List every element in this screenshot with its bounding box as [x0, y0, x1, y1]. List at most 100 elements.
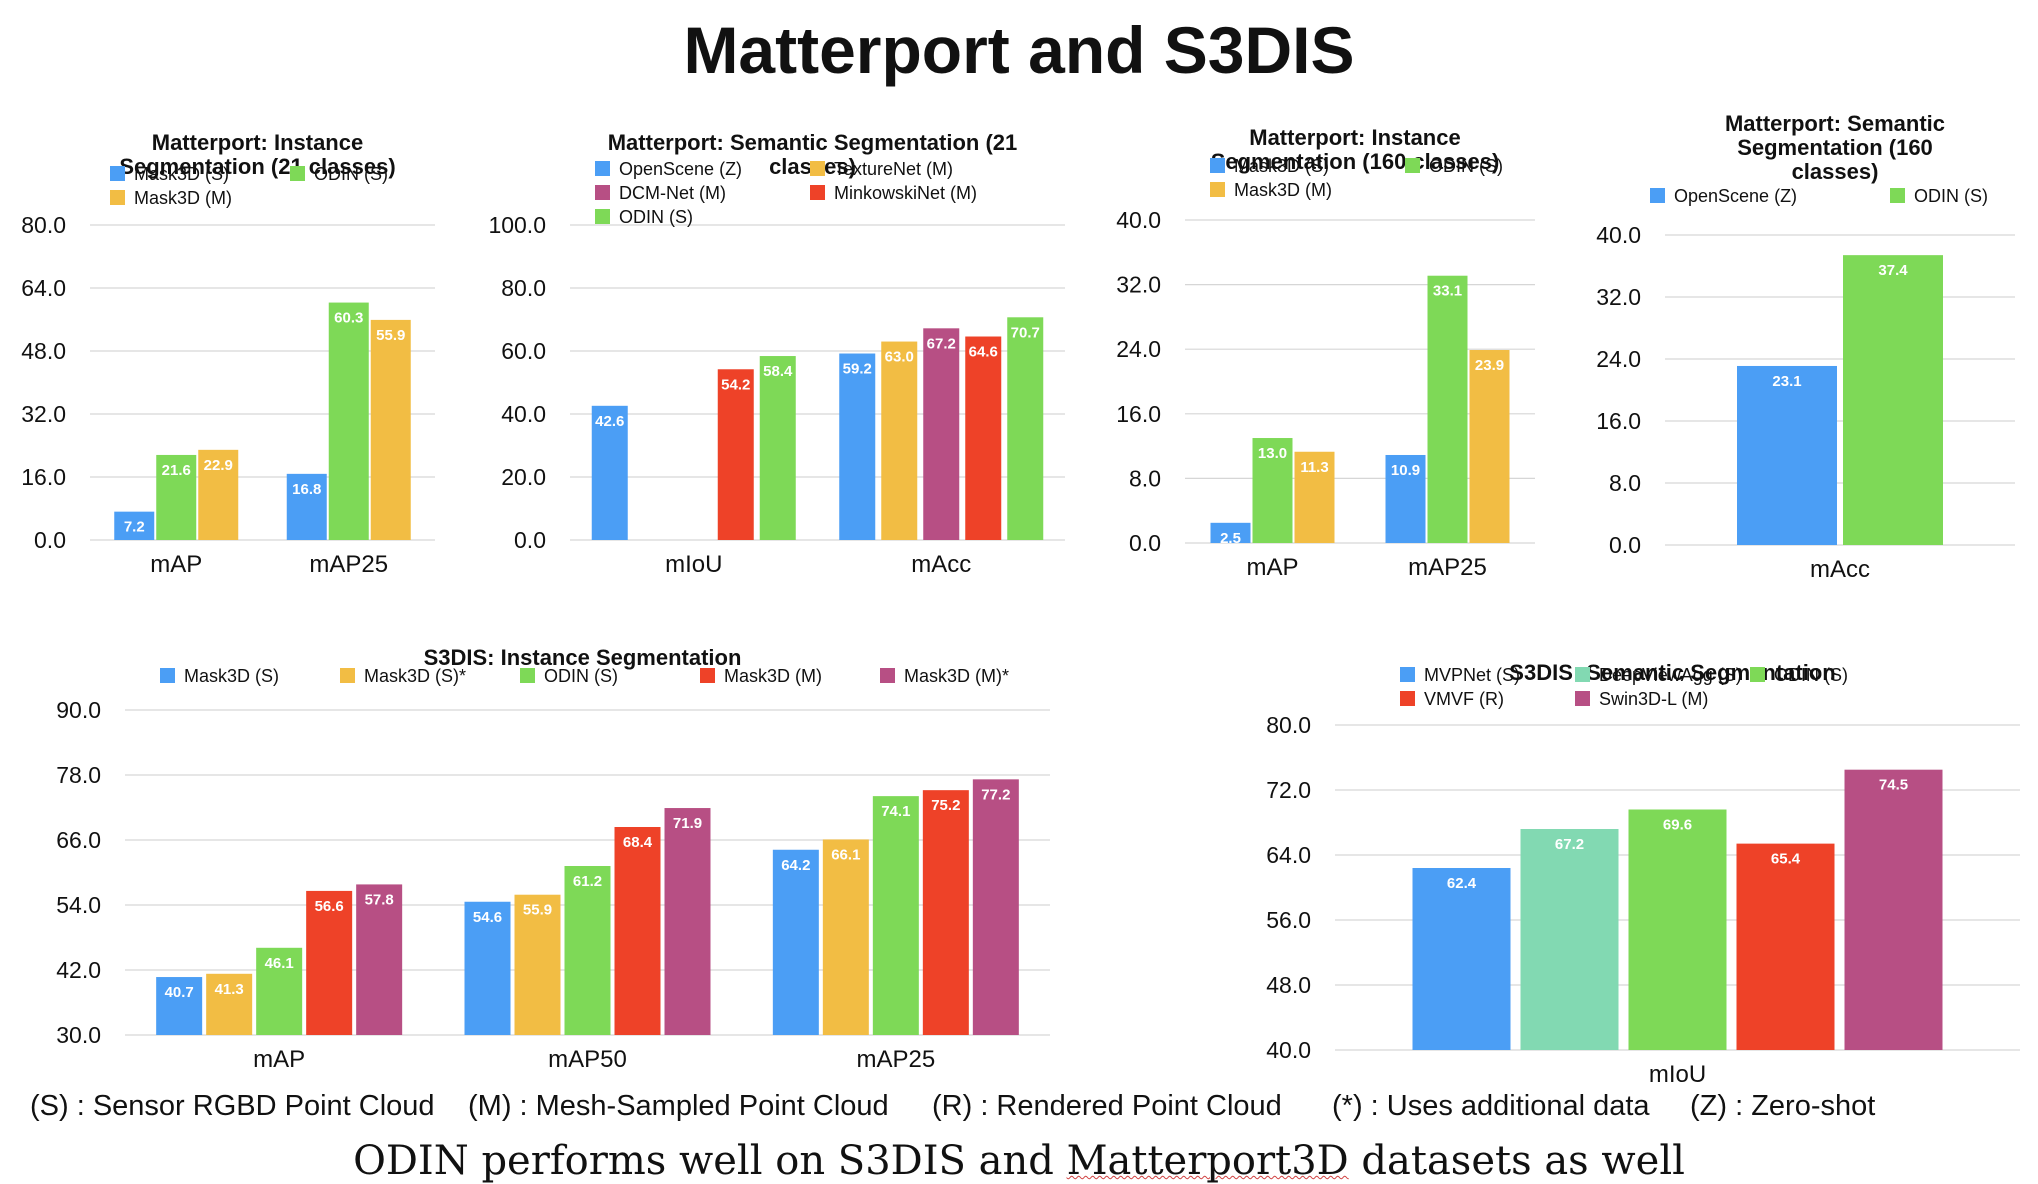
legend-swatch [700, 668, 715, 683]
bar-value-label: 75.2 [931, 797, 960, 814]
legend-label: DeepViewAgg (S) [1599, 665, 1742, 685]
legend-swatch [1650, 188, 1665, 203]
bar [1520, 829, 1619, 1050]
chart-matterport-instance-160: Matterport: Instance Segmentation (160 cl… [1110, 125, 1540, 605]
bar [759, 356, 796, 540]
chart-title-line: Segmentation (160 classes) [1211, 149, 1500, 174]
bar-value-label: 11.3 [1300, 459, 1328, 476]
chart-title-line: S3DIS: Semantic Segmentation [1509, 660, 1835, 685]
bar [965, 336, 1002, 540]
legend-label: ODIN (S) [544, 666, 618, 686]
legend-swatch [1210, 182, 1225, 197]
bar-value-label: 71.9 [673, 815, 702, 832]
bar [1210, 522, 1251, 543]
y-tick-label: 40.0 [1596, 222, 1641, 248]
bar-value-label: 23.1 [1772, 373, 1801, 390]
chart-s3dis-semantic: S3DIS: Semantic Segmentation 40.0 48.0 56.0… [1240, 660, 2020, 1090]
bar-value-label: 59.2 [843, 361, 872, 378]
x-category-label: mIoU [665, 551, 722, 578]
legend-label: Swin3D-L (M) [1599, 689, 1708, 709]
chart-svg: S3DIS: Semantic Segmentation 40.0 48.0 56.0… [1266, 660, 2020, 1088]
legend-label: MVPNet (S) [1424, 665, 1520, 685]
y-tick-label: 80.0 [501, 275, 546, 301]
legend-swatch [1400, 667, 1415, 682]
y-tick-label: 0.0 [1609, 532, 1641, 558]
footnote-sensor: (S) : Sensor RGBD Point Cloud [30, 1090, 435, 1122]
bar-value-label: 23.9 [1475, 357, 1504, 374]
chart-title-line: Segmentation (21 classes) [119, 154, 395, 179]
bar-value-label: 67.2 [1555, 836, 1584, 853]
x-category-label: mAP [150, 551, 202, 578]
bar [1736, 843, 1835, 1050]
y-tick-label: 56.0 [1266, 907, 1311, 933]
y-tick-label: 8.0 [1609, 470, 1641, 496]
footnote-legend: (S) : Sensor RGBD Point Cloud (M) : Mesh… [30, 1090, 2030, 1130]
bar [564, 866, 611, 1035]
legend-swatch [595, 161, 610, 176]
bar [1385, 454, 1426, 543]
bar [1412, 868, 1511, 1050]
y-tick-label: 64.0 [21, 275, 66, 301]
bar [198, 449, 239, 540]
bar [1843, 255, 1943, 545]
bar [1007, 317, 1044, 540]
chart-title-line: Segmentation (160 [1737, 135, 1933, 160]
legend-label: ODIN (S) [1914, 186, 1988, 206]
bar [514, 894, 561, 1035]
bar [1844, 769, 1943, 1050]
bar [114, 511, 155, 540]
bar [328, 302, 369, 540]
legend-label: OpenScene (Z) [1674, 186, 1797, 206]
bar [1469, 350, 1510, 543]
bar [923, 328, 960, 540]
bar [1737, 365, 1837, 545]
bar-value-label: 67.2 [927, 335, 956, 352]
legend-swatch [340, 668, 355, 683]
legend-label: DCM-Net (M) [619, 183, 726, 203]
y-tick-label: 40.0 [1116, 207, 1161, 233]
y-tick-label: 54.0 [56, 892, 101, 918]
caption-prefix: ODIN performs well on S3DIS and [353, 1138, 1067, 1184]
bar [717, 369, 754, 540]
y-tick-label: 80.0 [1266, 712, 1311, 738]
chart-title-line: Matterport: Instance [152, 130, 363, 155]
y-tick-label: 16.0 [1116, 401, 1161, 427]
footnote-zero-shot: (Z) : Zero-shot [1690, 1090, 1876, 1122]
bar-value-label: 66.1 [831, 846, 860, 863]
bar [156, 454, 197, 540]
legend-swatch [160, 668, 175, 683]
bar [306, 890, 353, 1035]
bar [772, 849, 819, 1035]
legend-swatch [110, 190, 125, 205]
bar [156, 977, 203, 1035]
legend-label: Mask3D (M)* [904, 666, 1009, 686]
legend-label: Mask3D (M) [1234, 180, 1332, 200]
chart-title-line: Matterport: Semantic Segmentation (21 [608, 130, 1018, 155]
y-tick-label: 30.0 [56, 1022, 101, 1048]
bar [839, 353, 876, 540]
bar [591, 405, 628, 540]
y-tick-label: 0.0 [514, 527, 546, 553]
legend-swatch [1750, 667, 1765, 682]
legend-swatch [520, 668, 535, 683]
y-tick-label: 16.0 [1596, 408, 1641, 434]
y-tick-label: 24.0 [1596, 346, 1641, 372]
legend-label: ODIN (S) [619, 207, 693, 227]
legend-swatch [1405, 158, 1420, 173]
y-tick-label: 8.0 [1129, 465, 1161, 491]
y-tick-label: 0.0 [1129, 530, 1161, 556]
bar-value-label: 42.6 [595, 413, 624, 430]
y-tick-label: 40.0 [1266, 1037, 1311, 1063]
y-tick-label: 72.0 [1266, 777, 1311, 803]
bar-value-label: 70.7 [1011, 324, 1040, 341]
legend-swatch [810, 185, 825, 200]
y-tick-label: 64.0 [1266, 842, 1311, 868]
footnote-additional-data: (*) : Uses additional data [1332, 1090, 1650, 1122]
x-category-label: mAP50 [548, 1046, 627, 1073]
bar [1294, 451, 1335, 543]
y-tick-label: 48.0 [21, 338, 66, 364]
bar-value-label: 61.2 [573, 873, 602, 890]
bar-value-label: 63.0 [885, 349, 914, 366]
bar [1427, 275, 1468, 543]
